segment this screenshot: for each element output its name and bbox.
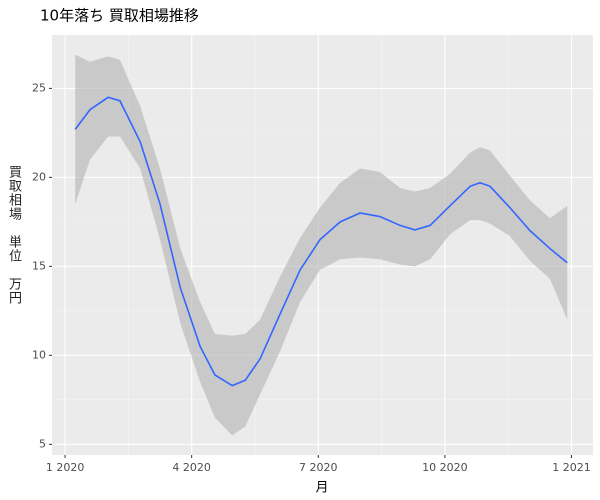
y-axis-title: 買取相場 単位 万円 bbox=[6, 165, 21, 305]
x-tick-label: 1 2020 bbox=[46, 461, 85, 474]
x-tick-label: 1 2021 bbox=[552, 461, 591, 474]
x-tick-label: 10 2020 bbox=[422, 461, 468, 474]
x-tick-label: 7 2020 bbox=[299, 461, 338, 474]
x-axis-title: 月 bbox=[315, 481, 328, 496]
y-tick-label: 5 bbox=[39, 437, 46, 450]
y-tick-label: 15 bbox=[32, 259, 46, 272]
y-tick-label: 25 bbox=[32, 81, 46, 94]
trend-line bbox=[74, 96, 568, 387]
chart-title: 10年落ち 買取相場推移 bbox=[40, 7, 199, 25]
y-tick-label: 10 bbox=[32, 348, 46, 361]
y-tick-label: 20 bbox=[32, 170, 46, 183]
x-tick-label: 4 2020 bbox=[172, 461, 211, 474]
